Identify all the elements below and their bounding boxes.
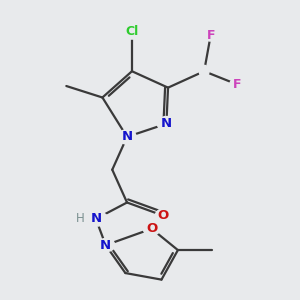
Text: F: F: [233, 78, 241, 91]
Text: H: H: [76, 212, 85, 225]
Text: O: O: [158, 209, 169, 222]
Text: N: N: [90, 212, 101, 225]
Text: Cl: Cl: [125, 26, 139, 38]
Ellipse shape: [118, 130, 136, 144]
Ellipse shape: [157, 116, 176, 131]
Ellipse shape: [97, 238, 115, 252]
Text: N: N: [161, 117, 172, 130]
Ellipse shape: [143, 222, 160, 235]
Ellipse shape: [155, 209, 171, 222]
Ellipse shape: [230, 79, 244, 90]
Ellipse shape: [121, 25, 143, 39]
Text: O: O: [146, 222, 157, 235]
Ellipse shape: [83, 212, 108, 226]
Ellipse shape: [203, 29, 218, 41]
Text: F: F: [206, 28, 215, 42]
Ellipse shape: [199, 65, 209, 77]
Text: N: N: [100, 239, 111, 252]
Text: N: N: [122, 130, 133, 143]
